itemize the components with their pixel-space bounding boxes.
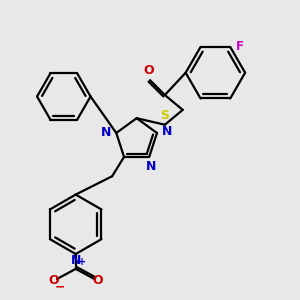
Text: −: − [55,280,65,293]
Text: N: N [70,254,81,267]
Text: N: N [146,160,156,173]
Text: F: F [236,40,244,53]
Text: O: O [48,274,59,287]
Text: S: S [160,110,169,122]
Text: N: N [162,125,173,138]
Text: N: N [100,127,111,140]
Text: O: O [93,274,103,287]
Text: +: + [78,257,86,267]
Text: O: O [143,64,154,77]
